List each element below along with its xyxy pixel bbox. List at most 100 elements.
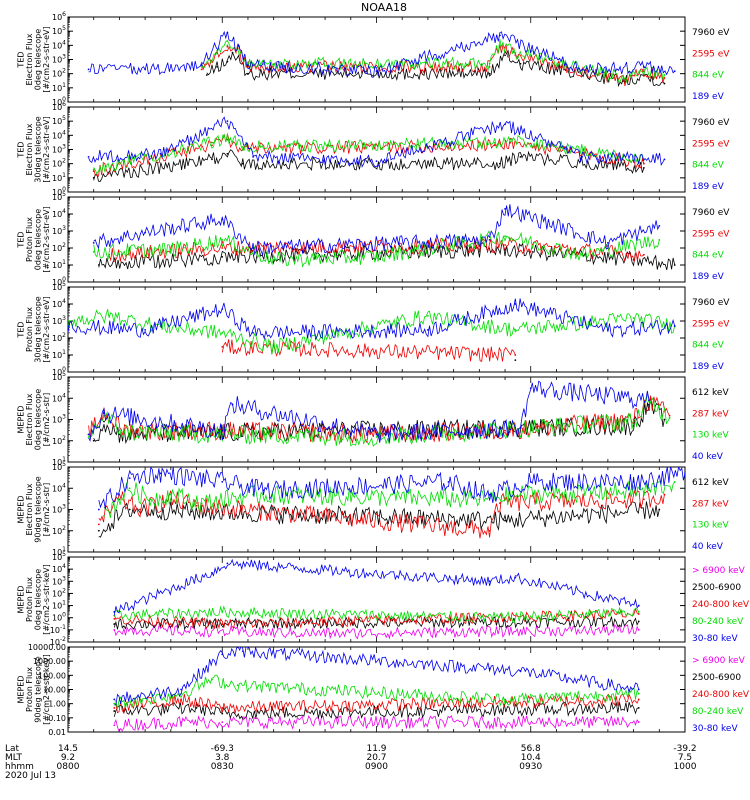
data-point: [68, 325, 69, 328]
y-axis-label-line: 0deg telescope: [33, 569, 42, 630]
y-tick-label: 102: [52, 525, 66, 536]
legend-entry: 7960 eV: [692, 208, 730, 218]
series-trace-189-ev: [88, 116, 665, 168]
data-region: [92, 204, 676, 271]
data-point: [504, 616, 506, 619]
data-point: [478, 498, 481, 501]
data-point: [128, 508, 131, 511]
data-point: [180, 721, 183, 723]
panel-4: 100 101 102 103 104 105 TED Proton Flux 30deg te…: [16, 281, 730, 377]
data-point: [519, 156, 522, 158]
y-tick-label: 101: [52, 546, 66, 557]
data-point: [139, 508, 141, 511]
y-axis-label-line: MEPED: [16, 586, 25, 614]
legend-entry: 130 keV: [692, 521, 729, 531]
data-point: [221, 712, 224, 715]
data-point: [87, 156, 90, 158]
data-point: [159, 472, 162, 475]
data-point: [226, 120, 229, 123]
y-tick-label: 103: [52, 504, 66, 515]
data-point: [272, 258, 275, 261]
y-axis-label-line: MEPED: [16, 406, 25, 434]
data-point: [581, 253, 584, 256]
data-point: [97, 529, 100, 532]
data-point: [92, 439, 95, 442]
x-tick-label: 0830: [211, 762, 234, 772]
y-axis-label-line: Electron Flux: [25, 123, 34, 175]
x-tick-label: 0900: [365, 762, 388, 772]
x-row-label: hhmm: [5, 762, 34, 772]
data-point: [642, 68, 645, 71]
y-axis-label-line: [#/cm2-s-str-eV]: [42, 26, 51, 92]
x-tick-label: 9.2: [61, 753, 75, 763]
series-trace-612-kev: [93, 397, 665, 445]
data-point: [180, 698, 183, 701]
y-tick-label: 105: [52, 115, 66, 126]
x-tick-label: 1000: [674, 762, 697, 772]
data-point: [231, 403, 234, 406]
legend-entry: 612 keV: [692, 478, 729, 488]
data-point: [231, 51, 234, 54]
data-point: [200, 66, 203, 68]
data-point: [92, 168, 95, 171]
data-point: [92, 176, 95, 179]
legend-entry: 189 eV: [692, 362, 725, 372]
data-point: [226, 138, 229, 141]
y-tick-label: 1.00: [48, 700, 66, 709]
data-point: [113, 623, 116, 625]
data-point: [504, 698, 506, 701]
data-point: [103, 414, 105, 417]
data-point: [221, 429, 224, 432]
series-trace-80-240-kev: [113, 674, 640, 709]
data-point: [637, 721, 640, 723]
data-point: [658, 224, 661, 227]
data-point: [92, 250, 95, 253]
data-point: [113, 628, 116, 631]
data-point: [658, 238, 661, 241]
y-tick-label: 101: [52, 456, 66, 467]
series-trace--6900-kev: [113, 714, 640, 732]
data-point: [648, 399, 650, 402]
legend-entry: 287 keV: [692, 499, 729, 509]
data-point: [113, 698, 116, 701]
data-point: [622, 77, 625, 79]
data-point: [632, 317, 635, 319]
data-point: [637, 604, 640, 607]
y-axis-label-line: [#/cm2-s-str-keV]: [42, 564, 51, 635]
data-point: [504, 123, 506, 126]
y-tick-label: 100: [52, 186, 66, 197]
legend-entry: 2500-6900: [692, 673, 741, 683]
data-point: [211, 144, 213, 147]
data-point: [87, 68, 90, 71]
panel-8: 0.01 0.10 1.00 10.00 100.00 1000.00 10000.00 ME…: [16, 643, 750, 737]
y-tick-label: 100: [52, 276, 66, 287]
data-point: [118, 433, 121, 436]
series-trace-2595-ev: [201, 43, 665, 87]
data-point: [144, 328, 147, 331]
data-point: [642, 167, 645, 169]
data-point: [252, 247, 255, 249]
data-point: [169, 493, 172, 496]
y-tick-label: 103: [52, 315, 66, 326]
date-label: 2020 Jul 13: [5, 771, 56, 781]
legend-entry: 844 eV: [692, 341, 725, 351]
data-point: [499, 502, 501, 505]
x-tick-label: 20.7: [366, 753, 386, 763]
data-point: [581, 68, 584, 71]
data-point: [519, 427, 522, 429]
y-tick-label: 105: [52, 371, 66, 382]
series-trace-7960-ev: [206, 49, 665, 88]
y-tick-label: 101: [52, 349, 66, 360]
data-point: [499, 34, 501, 37]
data-point: [637, 611, 640, 613]
y-tick-label: 104: [52, 129, 66, 140]
data-point: [514, 354, 517, 356]
figure-title: NOAA18: [361, 1, 407, 14]
data-region: [87, 380, 671, 447]
data-point: [221, 611, 224, 613]
data-point: [504, 54, 506, 57]
data-point: [221, 331, 224, 334]
y-tick-label: 102: [52, 435, 66, 446]
data-point: [488, 529, 491, 532]
data-point: [637, 688, 640, 691]
